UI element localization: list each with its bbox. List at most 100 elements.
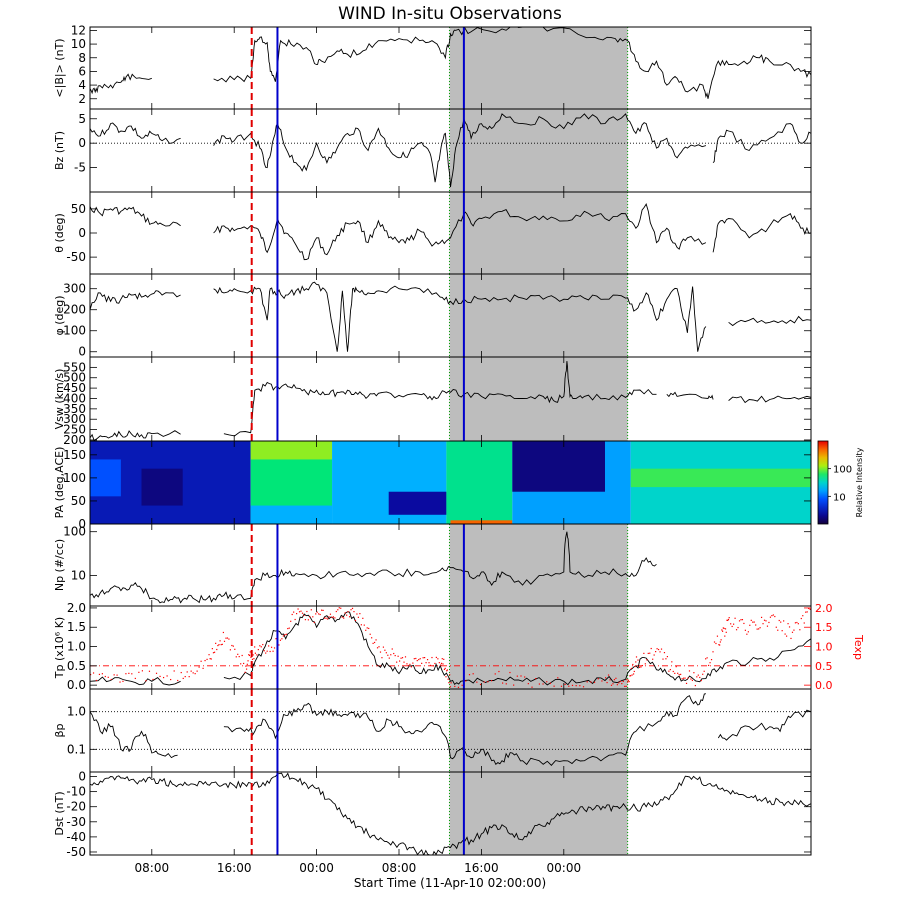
- y-tick-label: 1.0: [67, 640, 86, 654]
- texp-point: [202, 667, 204, 669]
- y-axis-label: Bz (nT): [53, 131, 66, 170]
- colorbar-label: Relative Intensity: [855, 447, 864, 517]
- texp-point: [265, 652, 267, 654]
- panel-beta: 0.1 1.0βp: [53, 688, 812, 773]
- x-tick-label: 08:00: [382, 861, 417, 875]
- texp-point: [586, 681, 588, 683]
- texp-point: [690, 678, 692, 680]
- texp-point: [250, 656, 252, 658]
- y-tick-label: 2: [78, 92, 86, 106]
- texp-point: [783, 620, 785, 622]
- texp-point: [182, 677, 184, 680]
- texp-point: [284, 634, 286, 636]
- texp-point: [712, 651, 714, 653]
- y-tick-label: 100: [63, 324, 86, 338]
- right-tick-label: 0.0: [815, 679, 833, 692]
- texp-point: [746, 633, 748, 635]
- texp-point: [400, 657, 402, 659]
- texp-point: [173, 670, 175, 672]
- texp-point: [649, 652, 651, 654]
- texp-point: [375, 639, 377, 641]
- texp-point: [428, 662, 430, 664]
- texp-point: [734, 617, 736, 619]
- texp-point: [728, 617, 730, 619]
- texp-point: [254, 652, 256, 654]
- texp-point: [186, 671, 188, 673]
- texp-point: [416, 660, 418, 662]
- texp-point: [705, 658, 707, 660]
- texp-point: [332, 616, 334, 618]
- y-tick-label: 4: [78, 78, 86, 92]
- texp-point: [429, 664, 432, 666]
- texp-point: [211, 648, 213, 650]
- y-tick-label: -50: [66, 845, 86, 859]
- texp-point: [321, 609, 323, 611]
- texp-point: [206, 658, 208, 660]
- texp-point: [560, 685, 563, 687]
- texp-point: [246, 663, 248, 665]
- texp-point: [104, 675, 106, 678]
- right-tick-label: 1.5: [815, 621, 833, 634]
- texp-point: [691, 679, 694, 682]
- texp-point: [738, 620, 741, 622]
- heatmap-cell: [512, 441, 605, 492]
- texp-point: [363, 624, 365, 626]
- texp-point: [632, 663, 634, 666]
- y-tick-label: 250: [63, 423, 86, 437]
- texp-point: [628, 680, 630, 683]
- texp-point: [443, 668, 446, 671]
- texp-point: [421, 662, 423, 664]
- series-line-theta: [90, 203, 811, 261]
- texp-point: [162, 676, 165, 679]
- texp-point: [444, 667, 446, 669]
- texp-point: [684, 677, 686, 679]
- texp-point: [213, 651, 216, 653]
- texp-point: [722, 627, 724, 629]
- texp-point: [210, 658, 212, 660]
- texp-point: [318, 613, 320, 615]
- texp-point: [212, 652, 215, 654]
- texp-point: [457, 686, 460, 688]
- texp-point: [310, 609, 312, 611]
- panel-plot-beta: [90, 689, 811, 772]
- texp-point: [650, 647, 652, 650]
- texp-point: [425, 662, 427, 664]
- texp-point: [535, 678, 537, 680]
- texp-point: [706, 657, 708, 659]
- texp-point: [306, 610, 308, 613]
- texp-point: [418, 658, 420, 661]
- y-tick-label: 0: [78, 136, 86, 150]
- texp-point: [231, 644, 233, 647]
- texp-point: [443, 658, 445, 660]
- texp-point: [437, 658, 439, 660]
- texp-point: [733, 623, 735, 625]
- texp-point: [575, 685, 577, 687]
- texp-point: [241, 654, 243, 657]
- texp-point: [713, 641, 716, 643]
- texp-point: [218, 644, 220, 646]
- texp-point: [718, 644, 720, 646]
- texp-point: [709, 662, 711, 664]
- texp-point: [262, 643, 264, 646]
- texp-point: [341, 616, 343, 618]
- texp-point: [723, 627, 725, 630]
- texp-point: [275, 638, 277, 640]
- x-axis-label: Start Time (11-Apr-10 02:00:00): [354, 876, 546, 890]
- texp-point: [184, 675, 186, 678]
- texp-point: [343, 617, 345, 619]
- x-tick-label: 16:00: [217, 861, 252, 875]
- y-tick-label: 1.5: [67, 620, 86, 634]
- texp-point: [619, 680, 621, 682]
- texp-point: [794, 622, 797, 624]
- texp-point: [727, 619, 729, 622]
- texp-point: [347, 611, 349, 613]
- texp-point: [724, 635, 726, 637]
- texp-point: [607, 674, 610, 676]
- texp-point: [759, 627, 761, 629]
- texp-point: [409, 663, 411, 666]
- texp-point: [304, 619, 307, 621]
- texp-point: [294, 618, 296, 621]
